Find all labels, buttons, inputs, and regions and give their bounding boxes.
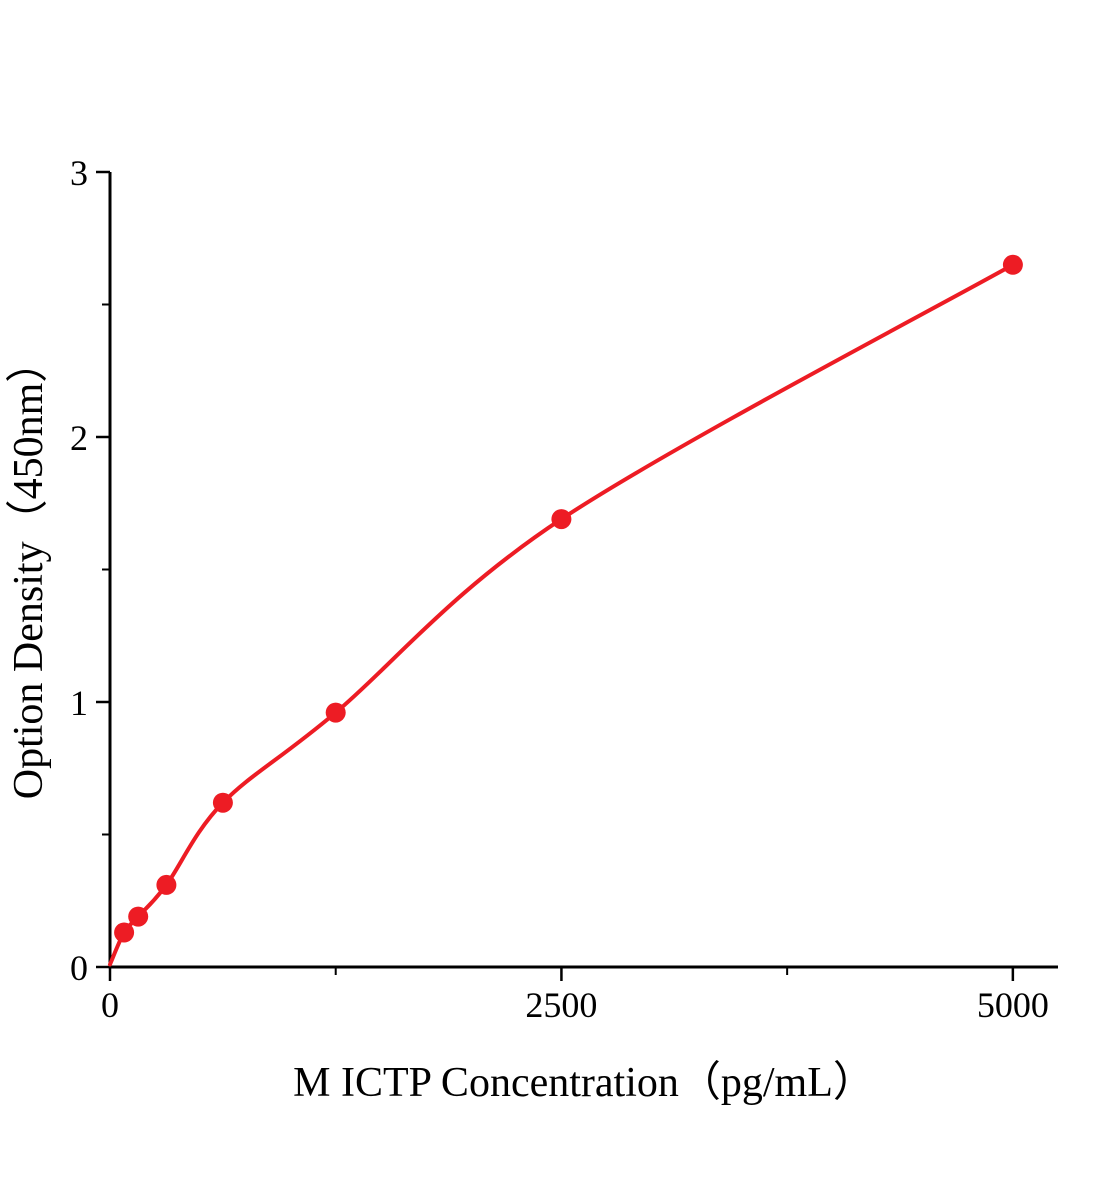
- y-axis-title: Option Density（450nm）: [6, 341, 52, 800]
- standard-curve-line: [108, 262, 1015, 967]
- data-point-marker: [114, 922, 135, 943]
- data-point-marker: [551, 509, 572, 530]
- x-tick-label: 5000: [977, 985, 1049, 1025]
- x-axis-title: M ICTP Concentration（pg/mL）: [293, 1060, 875, 1106]
- x-tick-label: 2500: [525, 985, 597, 1025]
- data-point-marker: [325, 702, 346, 723]
- y-tick-label: 1: [70, 683, 88, 723]
- plot-area: 0 2500 5000 0 1 2 3: [70, 153, 1058, 1025]
- data-point-marker: [212, 792, 233, 813]
- data-point-marker: [128, 906, 149, 927]
- y-tick-label: 2: [70, 418, 88, 458]
- x-tick-label: 0: [101, 985, 119, 1025]
- y-tick-label: 0: [70, 948, 88, 988]
- data-point-marker: [1002, 254, 1023, 275]
- y-tick-label: 3: [70, 153, 88, 193]
- data-point-marker: [156, 874, 177, 895]
